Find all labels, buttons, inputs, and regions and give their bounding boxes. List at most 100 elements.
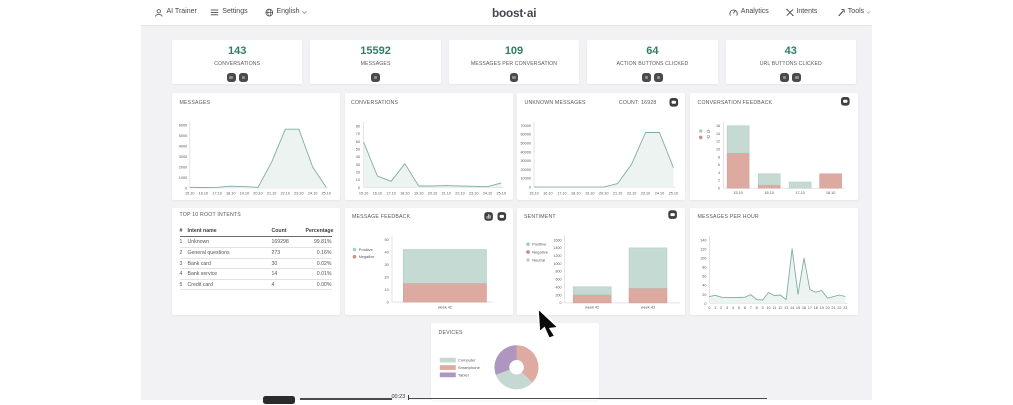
svg-text:week 43: week 43 — [641, 305, 655, 309]
svg-text:5: 5 — [737, 306, 739, 310]
svg-text:600: 600 — [556, 277, 562, 281]
svg-text:21.10: 21.10 — [441, 191, 451, 195]
svg-text:40: 40 — [384, 250, 388, 254]
svg-text:40: 40 — [355, 155, 359, 159]
svg-text:week 42: week 42 — [585, 305, 599, 309]
svg-text:20: 20 — [384, 275, 388, 279]
svg-text:50000: 50000 — [520, 141, 531, 145]
svg-text:8: 8 — [718, 155, 720, 159]
svg-text:22: 22 — [837, 306, 841, 310]
svg-text:week 42: week 42 — [437, 305, 451, 309]
svg-text:17.10: 17.10 — [212, 191, 222, 195]
svg-text:19: 19 — [819, 306, 823, 310]
svg-text:40: 40 — [702, 283, 706, 287]
svg-text:10: 10 — [355, 178, 359, 182]
svg-text:16: 16 — [716, 124, 720, 128]
svg-text:80: 80 — [702, 265, 706, 269]
svg-text:30: 30 — [384, 262, 388, 266]
svg-text:19.10: 19.10 — [240, 191, 250, 195]
svg-text:18.10: 18.10 — [226, 191, 236, 195]
svg-text:15.10: 15.10 — [733, 191, 743, 195]
svg-text:60: 60 — [702, 274, 706, 278]
svg-text:10000: 10000 — [520, 176, 531, 180]
svg-text:25.10: 25.10 — [496, 191, 506, 195]
svg-text:DEVICES: DEVICES — [438, 330, 463, 336]
svg-text:2000: 2000 — [179, 165, 187, 169]
svg-text:21.10: 21.10 — [267, 191, 277, 195]
svg-text:1: 1 — [714, 306, 716, 310]
svg-text:8: 8 — [755, 306, 757, 310]
svg-text:19.10: 19.10 — [585, 191, 595, 195]
svg-text:15.10: 15.10 — [185, 191, 195, 195]
svg-text:3000: 3000 — [179, 154, 187, 158]
svg-text:Positive: Positive — [358, 247, 373, 252]
svg-text:6: 6 — [743, 306, 745, 310]
svg-text:20: 20 — [702, 292, 706, 296]
svg-text:1000: 1000 — [179, 175, 187, 179]
svg-text:22.10: 22.10 — [455, 191, 465, 195]
svg-text:70000: 70000 — [520, 123, 531, 127]
svg-text:100: 100 — [700, 256, 706, 260]
svg-text:14: 14 — [789, 306, 793, 310]
svg-text:18.10: 18.10 — [571, 191, 581, 195]
svg-text:18.10: 18.10 — [825, 191, 835, 195]
svg-text:16.10: 16.10 — [764, 191, 774, 195]
svg-text:Negative: Negative — [358, 254, 375, 259]
svg-text:0: 0 — [185, 186, 187, 190]
svg-text:20.10: 20.10 — [253, 191, 263, 195]
svg-text:800: 800 — [556, 269, 562, 273]
svg-text:0: 0 — [708, 306, 710, 310]
svg-text:16.10: 16.10 — [372, 191, 382, 195]
svg-text:17.10: 17.10 — [795, 191, 805, 195]
svg-text:16: 16 — [801, 306, 805, 310]
svg-text:1600: 1600 — [554, 238, 562, 242]
svg-text:0: 0 — [718, 186, 720, 190]
svg-text:Neutral: Neutral — [532, 257, 545, 262]
svg-text:17: 17 — [807, 306, 811, 310]
svg-text:0: 0 — [357, 185, 359, 189]
svg-text:20.10: 20.10 — [427, 191, 437, 195]
svg-text:24.10: 24.10 — [308, 191, 318, 195]
svg-text:60: 60 — [355, 139, 359, 143]
svg-text:6000: 6000 — [179, 123, 187, 127]
svg-text:15.10: 15.10 — [529, 191, 539, 195]
svg-text:18.10: 18.10 — [400, 191, 410, 195]
svg-text:16.10: 16.10 — [199, 191, 209, 195]
svg-text:10: 10 — [716, 147, 720, 151]
svg-text:Computer: Computer — [458, 357, 476, 362]
svg-text:24.10: 24.10 — [482, 191, 492, 195]
svg-text:10: 10 — [384, 287, 388, 291]
svg-text:23.10: 23.10 — [294, 191, 304, 195]
svg-text:22.10: 22.10 — [627, 191, 637, 195]
svg-text:2: 2 — [718, 178, 720, 182]
svg-text:MESSAGE FEEDBACK: MESSAGE FEEDBACK — [352, 214, 411, 220]
svg-text:0: 0 — [560, 301, 562, 305]
svg-text:12: 12 — [716, 139, 720, 143]
svg-text:1000: 1000 — [554, 261, 562, 265]
svg-text:15: 15 — [795, 306, 799, 310]
svg-text:23: 23 — [843, 306, 847, 310]
svg-text:120: 120 — [700, 247, 706, 251]
svg-text:400: 400 — [556, 285, 562, 289]
svg-text:80: 80 — [355, 124, 359, 128]
svg-text:13: 13 — [784, 306, 788, 310]
svg-text:5000: 5000 — [179, 133, 187, 137]
svg-text:MESSAGES: MESSAGES — [180, 100, 211, 106]
svg-text:25.10: 25.10 — [321, 191, 331, 195]
svg-text:70: 70 — [355, 132, 359, 136]
svg-text:18: 18 — [813, 306, 817, 310]
svg-text:24.10: 24.10 — [655, 191, 665, 195]
svg-text:CONVERSATIONS: CONVERSATIONS — [351, 100, 399, 106]
svg-text:Positive: Positive — [532, 241, 547, 246]
svg-text:50: 50 — [384, 237, 388, 241]
svg-text:Negative: Negative — [532, 249, 549, 254]
svg-text:CONVERSATION FEEDBACK: CONVERSATION FEEDBACK — [697, 100, 772, 106]
svg-text:9: 9 — [761, 306, 763, 310]
svg-text:1400: 1400 — [554, 246, 562, 250]
svg-text:17.10: 17.10 — [557, 191, 567, 195]
svg-text:21.10: 21.10 — [613, 191, 623, 195]
svg-text:4: 4 — [718, 170, 720, 174]
svg-text:4: 4 — [731, 306, 733, 310]
svg-text:10: 10 — [766, 306, 770, 310]
svg-text:25.10: 25.10 — [669, 191, 679, 195]
